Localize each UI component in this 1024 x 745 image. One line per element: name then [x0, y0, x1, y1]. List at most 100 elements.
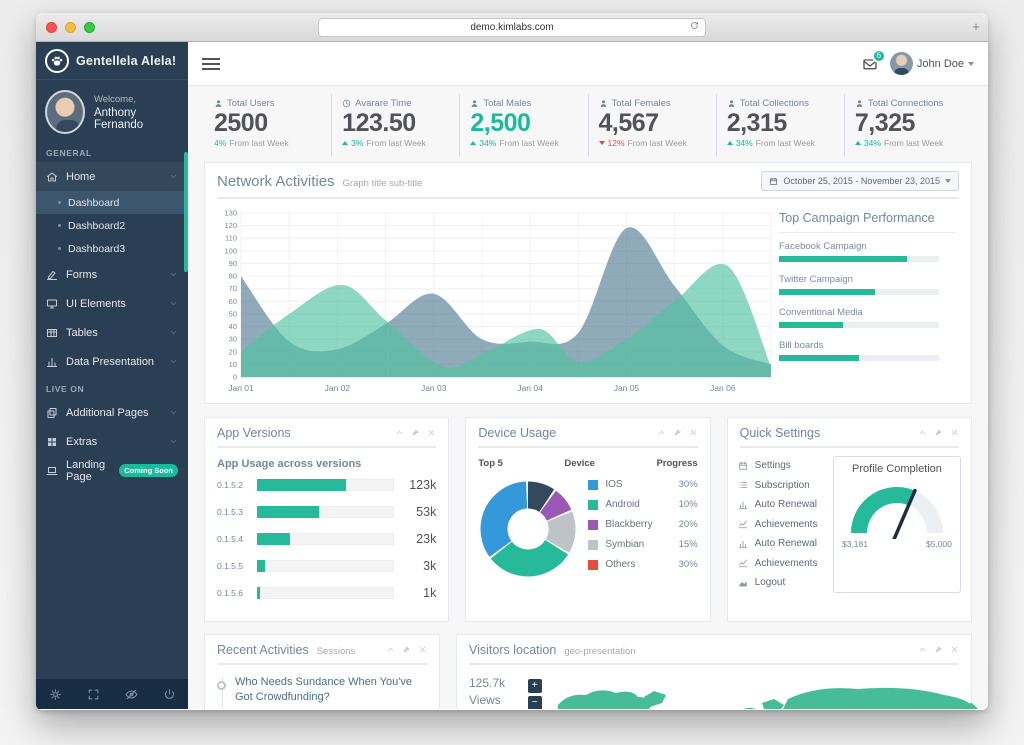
quick-setting-achievements[interactable]: Achievements — [738, 554, 823, 574]
minimize-window-button[interactable] — [65, 21, 76, 33]
new-tab-button[interactable]: + — [972, 19, 980, 34]
sidebar-item-forms[interactable]: Forms — [36, 260, 188, 289]
zoom-window-button[interactable] — [84, 21, 95, 33]
app-versions-subtitle: App Usage across versions — [217, 458, 362, 470]
quick-setting-auto-renewal[interactable]: Auto Renewal — [738, 534, 823, 554]
close-icon[interactable] — [418, 645, 427, 654]
home-icon — [46, 171, 58, 183]
date-range-picker[interactable]: October 25, 2015 - November 23, 2015 — [761, 171, 959, 191]
campaign-row: Twitter Campaign — [779, 274, 955, 295]
legend-pct: 30% — [678, 559, 698, 570]
quick-setting-logout[interactable]: Logout — [738, 573, 823, 593]
brand[interactable]: Gentellela Alela! — [36, 42, 188, 80]
sidebar-item-landing-page[interactable]: Landing Page Coming Soon — [36, 456, 188, 485]
collapse-icon[interactable] — [395, 428, 404, 437]
legend-pct: 15% — [678, 539, 698, 550]
legend-row: Others 30% — [588, 559, 698, 570]
close-window-button[interactable] — [46, 21, 57, 33]
widget-tools — [657, 428, 698, 437]
user-icon — [599, 99, 608, 108]
calendar-icon — [769, 177, 778, 186]
close-icon[interactable] — [950, 428, 959, 437]
eye-slash-icon[interactable] — [112, 679, 150, 709]
chevron-down-icon — [169, 299, 178, 308]
version-bar — [257, 506, 395, 518]
sidebar-item-home[interactable]: Home — [36, 162, 188, 191]
stat-delta: 4% From last Week — [214, 137, 289, 148]
stat-delta: 34% From last Week — [854, 138, 962, 148]
clock-icon — [342, 99, 351, 108]
version-row: 0.1.5.4 23k — [217, 532, 436, 546]
wrench-icon[interactable] — [934, 645, 943, 654]
close-icon[interactable] — [427, 428, 436, 437]
url-bar[interactable]: demo.kimlabs.com — [318, 18, 706, 37]
stat-label: Total Connections — [867, 98, 944, 109]
col-progress: Progress — [656, 458, 698, 469]
sidebar-subitem-dashboard2[interactable]: Dashboard2 — [36, 214, 188, 237]
wrench-icon[interactable] — [673, 428, 682, 437]
stat-tile-total-connections: Total Connections 7,325 34% From last Wee… — [843, 94, 972, 156]
sidebar-scrollbar[interactable] — [184, 152, 188, 272]
sidebar-item-data-presentation[interactable]: Data Presentation — [36, 347, 188, 376]
version-bar — [257, 560, 395, 572]
sidebar-subitem-dashboard3[interactable]: Dashboard3 — [36, 237, 188, 260]
stat-label: Avarare Time — [355, 98, 412, 109]
chevron-down-icon — [169, 172, 178, 181]
collapse-icon[interactable] — [657, 428, 666, 437]
main-area: 6 John Doe Total Users 2500 4% From last … — [188, 42, 988, 709]
collapse-icon[interactable] — [386, 645, 395, 654]
sidebar-subitem-dashboard[interactable]: Dashboard — [36, 191, 188, 214]
sidebar-item-extras[interactable]: Extras — [36, 427, 188, 456]
world-map-svg — [557, 687, 978, 709]
map-zoom-out-button[interactable]: − — [527, 696, 542, 709]
campaign-row: Bill boards — [779, 340, 955, 361]
laptop-icon — [46, 465, 58, 477]
user-menu[interactable]: John Doe — [889, 52, 974, 75]
sidebar-item-additional-pages[interactable]: Additional Pages — [36, 398, 188, 427]
windows-icon — [46, 436, 58, 448]
wrench-icon[interactable] — [402, 645, 411, 654]
wrench-icon[interactable] — [411, 428, 420, 437]
area-chart-icon — [738, 578, 748, 588]
messages-button[interactable]: 6 — [862, 48, 886, 72]
envelope-icon — [862, 56, 878, 72]
close-icon[interactable] — [950, 645, 959, 654]
chevron-down-icon — [945, 179, 951, 183]
stat-value: 2,315 — [726, 109, 788, 137]
calendar-icon — [738, 461, 748, 471]
refresh-icon[interactable] — [690, 21, 699, 30]
svg-text:70: 70 — [229, 284, 237, 293]
svg-text:10: 10 — [229, 360, 237, 369]
expand-icon[interactable] — [74, 679, 112, 709]
svg-text:0: 0 — [233, 373, 237, 382]
network-area-chart: 0 10 20 30 40 50 60 70 80 90 100 110 120 130 Jan 01 Jan… — [215, 207, 772, 399]
quick-setting-subscription[interactable]: Subscription — [738, 476, 823, 496]
legend-label: IOS — [605, 479, 623, 490]
stat-value: 7,325 — [854, 109, 916, 137]
stat-tile-total-females: Total Females 4,567 12% From last Week — [587, 94, 716, 156]
quick-setting-auto-renewal[interactable]: Auto Renewal — [738, 495, 823, 515]
quick-setting-achievements[interactable]: Achievements — [738, 515, 823, 535]
collapse-icon[interactable] — [918, 428, 927, 437]
close-icon[interactable] — [689, 428, 698, 437]
sidebar-item-tables[interactable]: Tables — [36, 318, 188, 347]
legend-pct: 10% — [678, 499, 698, 510]
line-chart-icon — [738, 558, 748, 568]
map-zoom-in-button[interactable]: + — [527, 679, 542, 693]
legend-swatch — [588, 499, 599, 510]
chevron-down-icon — [169, 328, 178, 337]
svg-text:Jan 02: Jan 02 — [325, 383, 351, 393]
gear-icon[interactable] — [36, 679, 74, 709]
wrench-icon[interactable] — [934, 428, 943, 437]
window-controls — [46, 21, 95, 33]
activity-title[interactable]: Who Needs Sundance When You've Got Crowd… — [235, 676, 412, 703]
stat-value: 2500 — [214, 109, 268, 137]
quick-setting-settings[interactable]: Settings — [738, 456, 823, 476]
sidebar-item-ui-elements[interactable]: UI Elements — [36, 289, 188, 318]
collapse-icon[interactable] — [918, 645, 927, 654]
campaign-label: Bill boards — [779, 340, 824, 351]
svg-text:30: 30 — [229, 335, 237, 344]
power-icon[interactable] — [150, 679, 188, 709]
menu-toggle-icon[interactable] — [202, 55, 220, 73]
version-value: 3k — [423, 559, 437, 573]
